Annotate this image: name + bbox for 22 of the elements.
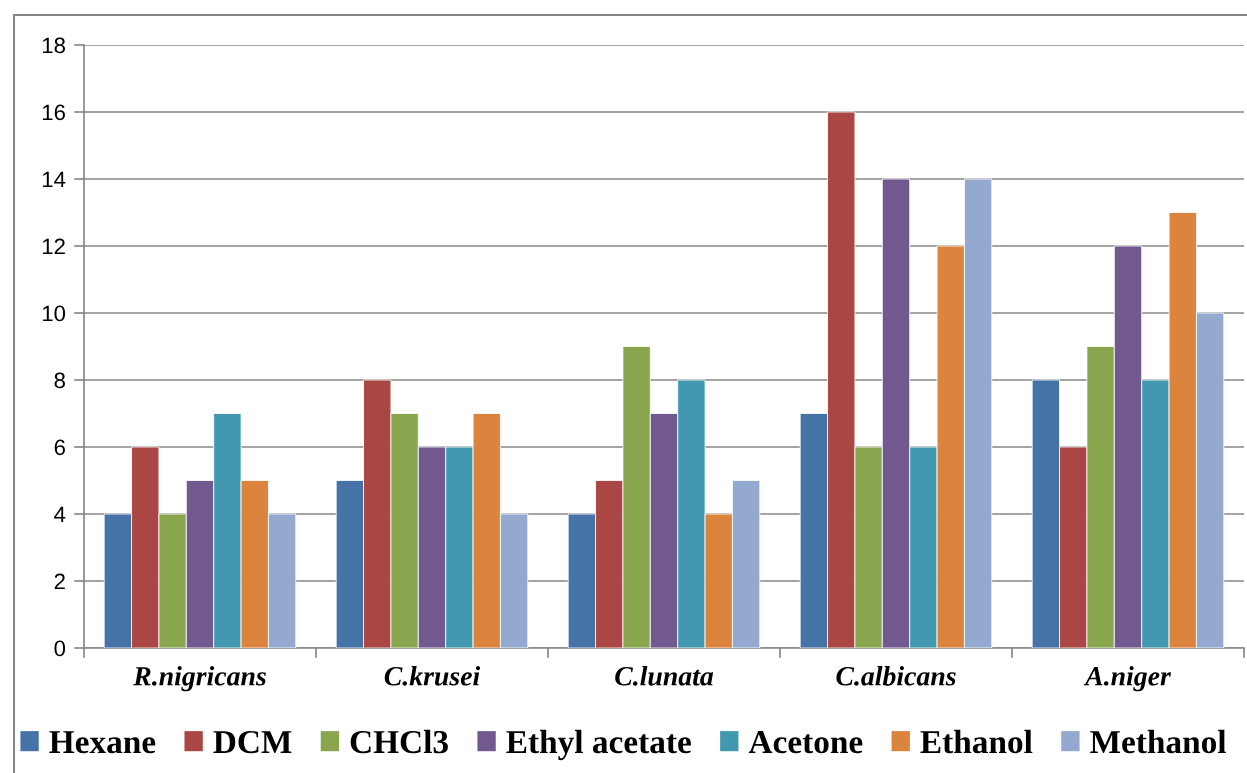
y-tick-label: 4	[54, 506, 66, 523]
y-tick-label: 8	[54, 372, 65, 389]
legend-label: CHCl3	[350, 729, 448, 754]
y-tick-label: 0	[54, 640, 66, 657]
y-tick-label: 6	[54, 439, 65, 456]
legend-label: Ethyl acetate	[506, 729, 691, 761]
y-tick-label: 12	[42, 238, 65, 255]
y-tick-label: 18	[42, 37, 65, 54]
legend-label: Acetone	[748, 730, 863, 754]
y-tick-label: 16	[42, 104, 65, 121]
x-tick-label: A.niger	[1083, 666, 1172, 692]
x-tick-label: C.albicans	[836, 666, 956, 686]
y-tick-label: 10	[42, 305, 66, 322]
y-tick-label: 2	[54, 573, 65, 590]
legend-label: Ethanol	[920, 729, 1033, 754]
x-tick-label: R.nigricans	[133, 666, 266, 692]
legend-label: Hexane	[49, 731, 156, 754]
legend-label: DCM	[213, 730, 292, 754]
y-tick-label: 14	[42, 171, 66, 188]
x-tick-label: C.krusei	[384, 666, 481, 686]
legend-label: Methanol	[1090, 729, 1227, 754]
x-tick-label: C.lunata	[615, 666, 714, 686]
